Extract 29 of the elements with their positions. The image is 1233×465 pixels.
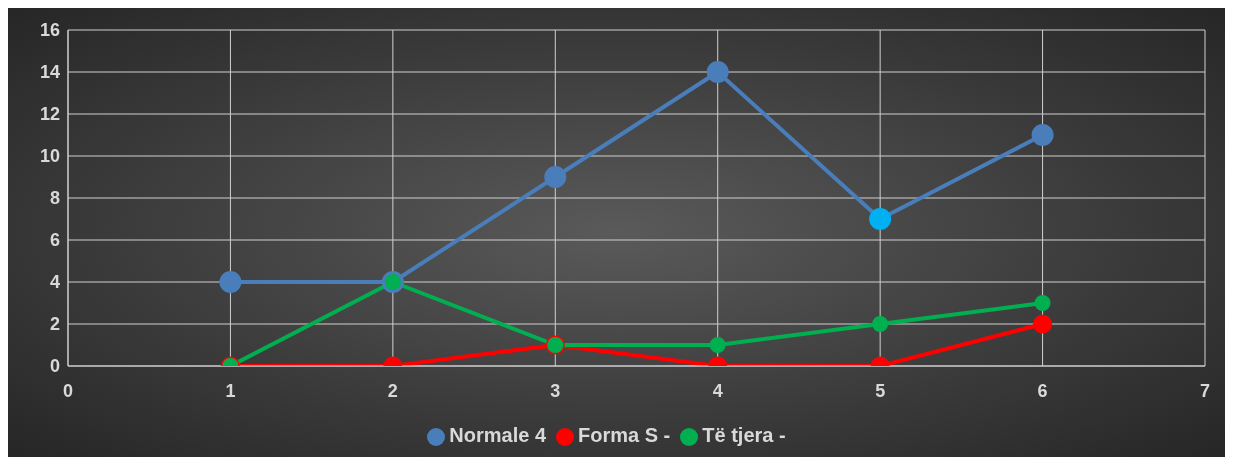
- y-tick-label: 4: [49, 272, 60, 293]
- y-tick-label: 0: [49, 356, 60, 377]
- x-tick-label: 6: [1037, 380, 1048, 401]
- y-tick-label: 6: [49, 230, 60, 251]
- y-tick-label: 12: [39, 104, 60, 125]
- legend-label: Forma S -: [578, 424, 671, 446]
- y-tick-label: 8: [49, 188, 60, 209]
- y-tick-label: 10: [39, 146, 60, 167]
- point: [872, 316, 889, 332]
- point: [1034, 295, 1051, 311]
- x-tick-label: 3: [550, 380, 561, 401]
- point: [544, 166, 567, 188]
- legend-label: Normale 4: [449, 424, 547, 446]
- legend-label: Të tjera -: [702, 424, 786, 446]
- x-tick-label: 1: [225, 380, 236, 401]
- point: [706, 61, 729, 83]
- point: [1033, 314, 1053, 334]
- x-tick-label: 7: [1199, 380, 1211, 401]
- x-tick-label: 4: [712, 380, 723, 401]
- y-tick-label: 16: [39, 20, 60, 41]
- point: [219, 271, 242, 293]
- point: [709, 337, 726, 353]
- y-tick-label: 14: [39, 62, 60, 83]
- x-tick-label: 5: [875, 380, 886, 401]
- x-tick-label: 2: [387, 380, 398, 401]
- point: [869, 208, 892, 230]
- y-tick-label: 2: [49, 314, 60, 335]
- point: [1031, 124, 1054, 146]
- x-tick-label: 0: [62, 380, 74, 401]
